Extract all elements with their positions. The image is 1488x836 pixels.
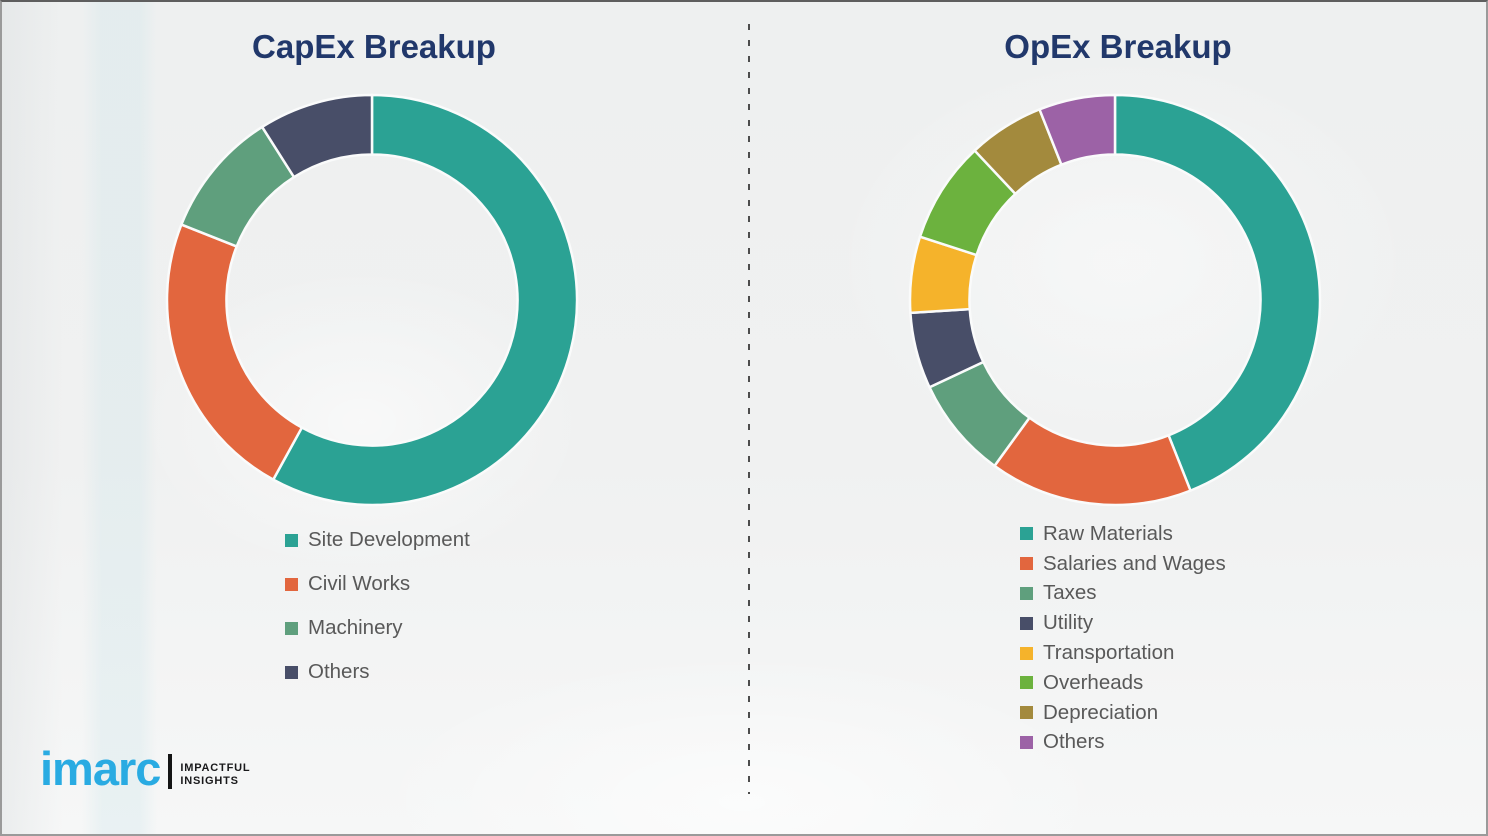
legend-item-raw-materials: Raw Materials (1020, 519, 1226, 549)
opex-title: OpEx Breakup (1004, 28, 1232, 65)
legend-item-civil-works: Civil Works (285, 562, 470, 606)
legend-label: Site Development (308, 528, 470, 551)
legend-swatch-others-opex (1020, 735, 1033, 749)
legend-swatch-machinery (285, 621, 298, 635)
legend-swatch-raw-materials (1020, 527, 1033, 541)
legend-label: Transportation (1043, 641, 1175, 665)
legend-label: Others (1043, 730, 1105, 754)
opex-legend: Raw Materials Salaries and Wages Taxes U… (1020, 519, 1226, 757)
legend-label: Utility (1043, 611, 1094, 635)
donut-segment-others (260, 93, 374, 179)
legend-item-transportation: Transportation (1020, 638, 1226, 668)
legend-label: Depreciation (1043, 700, 1159, 724)
legend-swatch-others-capex (285, 665, 298, 679)
legend-swatch-site-development (285, 533, 298, 547)
legend-label: Civil Works (308, 572, 411, 595)
legend-item-others-opex: Others (1020, 728, 1226, 758)
legend-label: Salaries and Wages (1043, 551, 1226, 575)
legend-label: Raw Materials (1043, 521, 1173, 545)
legend-item-utility: Utility (1020, 608, 1226, 638)
legend-label: Taxes (1043, 581, 1097, 605)
legend-label: Others (308, 660, 370, 683)
legend-label: Overheads (1043, 670, 1144, 694)
donut-segment-raw-materials (1113, 93, 1322, 492)
capex-title: CapEx Breakup (252, 28, 496, 65)
legend-item-salaries-and-wages: Salaries and Wages (1020, 549, 1226, 579)
legend-swatch-transportation (1020, 646, 1033, 660)
legend-item-machinery: Machinery (285, 606, 470, 650)
opex-donut-chart (908, 93, 1322, 507)
donut-segment-salaries-and-wages (993, 416, 1192, 507)
legend-item-others-capex: Others (285, 650, 470, 694)
legend-swatch-utility (1020, 616, 1033, 630)
legend-swatch-overheads (1020, 676, 1033, 690)
legend-swatch-depreciation (1020, 706, 1033, 720)
legend-label: Machinery (308, 616, 403, 639)
legend-item-depreciation: Depreciation (1020, 698, 1226, 728)
imarc-logo-text: imarc (40, 742, 161, 795)
donut-segment-site-development (271, 93, 579, 507)
imarc-logo: imarc IMPACTFUL INSIGHTS (40, 743, 250, 795)
legend-item-overheads: Overheads (1020, 668, 1226, 698)
vertical-dashed-divider (748, 24, 750, 794)
tagline-line-1: IMPACTFUL (180, 761, 251, 774)
legend-swatch-civil-works (285, 577, 298, 591)
legend-item-site-development: Site Development (285, 518, 470, 562)
imarc-tagline: IMPACTFUL INSIGHTS (180, 762, 250, 788)
tagline-line-2: INSIGHTS (180, 774, 239, 787)
legend-swatch-salaries-and-wages (1020, 557, 1033, 571)
capex-legend: Site Development Civil Works Machinery O… (285, 518, 470, 694)
legend-swatch-taxes (1020, 586, 1033, 600)
capex-donut-chart (165, 93, 579, 507)
logo-divider-bar (168, 754, 173, 789)
donut-segment-civil-works (165, 223, 304, 481)
legend-item-taxes: Taxes (1020, 579, 1226, 609)
donut-segment-others (1038, 93, 1117, 166)
